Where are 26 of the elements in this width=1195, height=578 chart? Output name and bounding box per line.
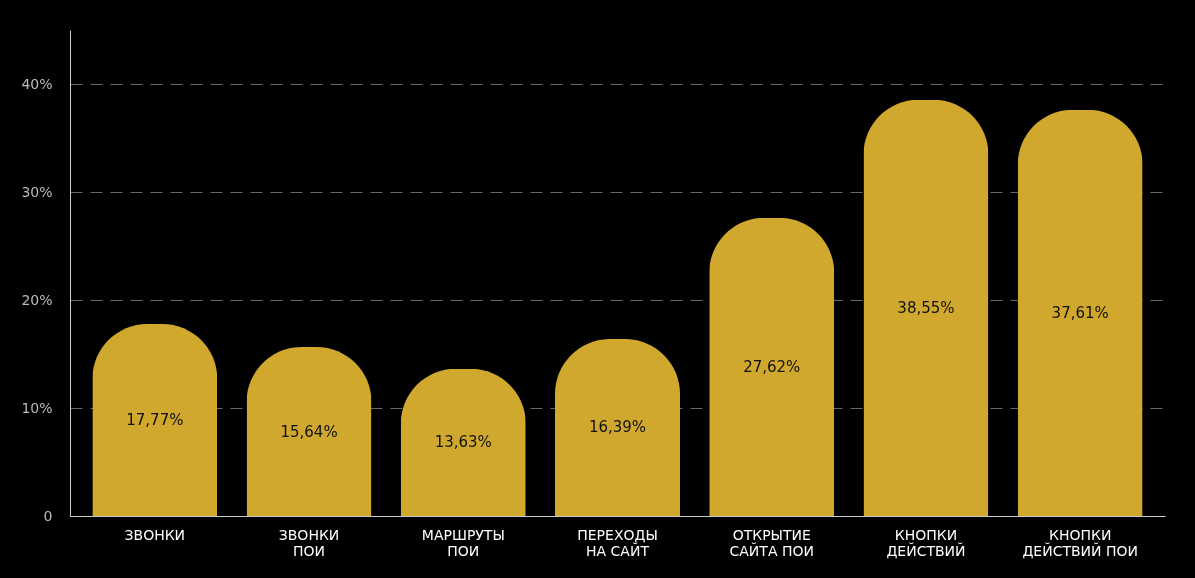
- bar: [863, 99, 989, 516]
- y-tick-label: 0: [43, 507, 53, 524]
- data-label: 17,77%: [126, 411, 184, 430]
- data-label: 16,39%: [588, 418, 647, 437]
- x-tick-label: ЗВОНКИ: [124, 526, 186, 543]
- x-tick-label: ПЕРЕХОДЫ НА САЙТ: [577, 526, 658, 559]
- data-label: 13,63%: [434, 433, 492, 452]
- y-tick-label: 30%: [21, 183, 53, 200]
- y-tick-label: 10%: [21, 399, 53, 416]
- data-label: 38,55%: [897, 298, 955, 317]
- bar: [709, 217, 835, 516]
- bar: [92, 324, 218, 516]
- x-tick-label: КНОПКИ ДЕЙСТВИЙ: [886, 526, 966, 559]
- x-tick-label: ОТКРЫТИЕ САЙТА ПОИ: [729, 526, 814, 559]
- bar: [1017, 109, 1143, 516]
- data-label: 37,61%: [1051, 303, 1109, 322]
- bar: [555, 338, 680, 516]
- y-tick-label: 40%: [21, 75, 53, 92]
- x-tick-label: ЗВОНКИ ПОИ: [278, 526, 340, 559]
- x-tick-label: КНОПКИ ДЕЙСТВИЙ ПОИ: [1022, 526, 1138, 559]
- bar: [400, 368, 526, 516]
- data-label: 27,62%: [743, 357, 801, 376]
- data-label: 15,64%: [280, 422, 338, 441]
- bar: [246, 347, 372, 516]
- x-tick-label: МАРШРУТЫ ПОИ: [421, 526, 505, 559]
- y-tick-label: 20%: [21, 291, 53, 308]
